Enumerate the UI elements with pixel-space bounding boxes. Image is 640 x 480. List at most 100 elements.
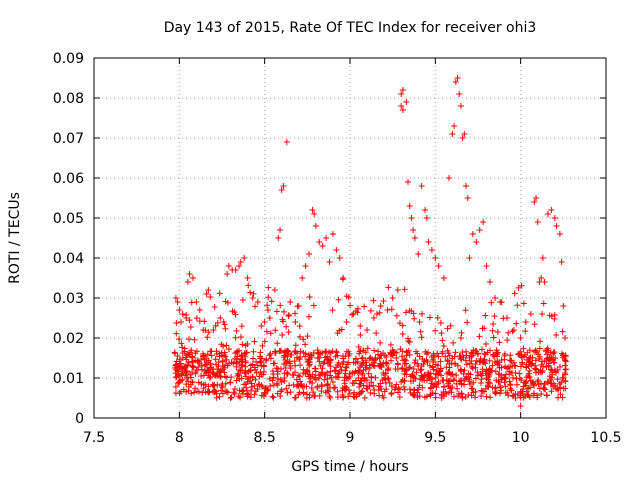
data-point (419, 384, 426, 391)
data-point (329, 307, 336, 314)
data-point (429, 375, 436, 382)
x-tick-label: 10.5 (590, 430, 621, 446)
data-point (275, 235, 282, 241)
data-point (472, 375, 479, 382)
data-point (225, 263, 232, 269)
data-point (239, 388, 246, 395)
data-point (280, 361, 287, 368)
data-point (517, 348, 524, 355)
data-point (363, 385, 370, 392)
data-point (249, 295, 256, 301)
data-point (216, 353, 223, 360)
data-point (254, 362, 261, 369)
data-point (315, 372, 322, 379)
data-point (505, 392, 512, 399)
data-point (445, 369, 452, 376)
data-point (467, 381, 474, 388)
data-point (192, 357, 199, 364)
data-point (470, 389, 477, 396)
data-point (533, 366, 540, 373)
data-point (232, 267, 239, 273)
data-point (541, 279, 548, 285)
data-point (511, 362, 518, 369)
data-point (186, 271, 193, 277)
x-axis-label: GPS time / hours (291, 459, 408, 475)
data-point (442, 353, 449, 360)
data-point (269, 393, 276, 400)
data-point (266, 315, 273, 321)
data-point (445, 350, 452, 357)
data-point (241, 255, 248, 261)
data-point (292, 319, 299, 325)
data-point (256, 381, 263, 388)
data-point (205, 287, 212, 293)
data-point (267, 330, 274, 337)
data-point (514, 390, 521, 397)
data-point (399, 330, 406, 337)
data-point (223, 356, 230, 363)
data-point (377, 303, 384, 309)
data-point (482, 312, 489, 319)
data-point (398, 353, 405, 360)
data-point (260, 362, 267, 369)
data-point (527, 360, 534, 367)
x-tick-label: 10 (512, 430, 530, 446)
data-point (318, 381, 325, 388)
data-point (549, 369, 556, 376)
data-point (523, 363, 530, 370)
data-point (435, 263, 442, 269)
data-point (191, 336, 198, 343)
data-point (410, 378, 417, 385)
data-point (464, 319, 471, 326)
data-point (318, 369, 325, 376)
data-point (465, 391, 472, 398)
data-point (464, 195, 471, 201)
data-point (408, 215, 415, 221)
data-point (265, 294, 272, 301)
data-point (525, 372, 532, 379)
data-point (213, 394, 220, 401)
data-point (245, 282, 252, 289)
data-point (264, 306, 271, 313)
data-point (544, 355, 551, 362)
data-point (485, 379, 492, 386)
y-tick-label: 0.05 (53, 211, 84, 227)
y-tick-label: 0.01 (53, 371, 84, 387)
data-point (417, 328, 424, 335)
y-tick-labels: 0 0.01 0.02 0.03 0.04 0.05 0.06 0.07 0.08 0.09 (53, 51, 84, 427)
data-point (477, 379, 484, 386)
data-point (411, 359, 418, 366)
data-point (185, 359, 192, 366)
data-point (221, 321, 228, 328)
data-point (217, 374, 224, 381)
data-point (383, 360, 390, 367)
data-point (174, 299, 181, 305)
data-point (200, 385, 207, 392)
data-point (249, 373, 256, 380)
data-point (242, 381, 249, 388)
data-point (341, 386, 348, 393)
data-point (189, 363, 196, 370)
data-point (474, 369, 481, 376)
data-point (373, 330, 380, 337)
data-point (417, 367, 424, 374)
data-point (325, 388, 332, 395)
data-point (437, 358, 444, 365)
data-point (174, 352, 181, 359)
data-point (173, 319, 180, 326)
data-point (486, 279, 493, 285)
data-point (357, 332, 364, 339)
data-point (381, 372, 388, 379)
data-point (339, 276, 346, 283)
data-point (267, 350, 274, 357)
data-point (342, 370, 349, 377)
data-point (316, 239, 323, 245)
data-point (456, 352, 463, 359)
y-tick-label: 0.02 (53, 331, 84, 347)
data-point (560, 385, 567, 392)
data-point (216, 393, 223, 400)
data-point (186, 317, 193, 324)
data-point (537, 369, 544, 376)
data-point (492, 390, 499, 397)
data-point (324, 355, 331, 362)
